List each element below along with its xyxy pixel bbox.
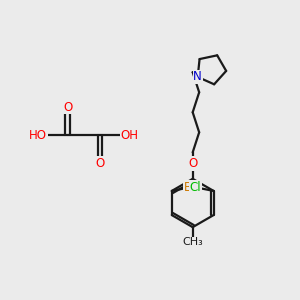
Text: CH₃: CH₃ [182, 238, 203, 248]
Text: O: O [63, 101, 72, 114]
Text: O: O [188, 157, 197, 170]
Text: O: O [95, 157, 105, 170]
Text: OH: OH [120, 129, 138, 142]
Text: HO: HO [29, 129, 47, 142]
Text: N: N [193, 70, 202, 83]
Text: Cl: Cl [190, 181, 201, 194]
Text: Br: Br [184, 181, 196, 194]
